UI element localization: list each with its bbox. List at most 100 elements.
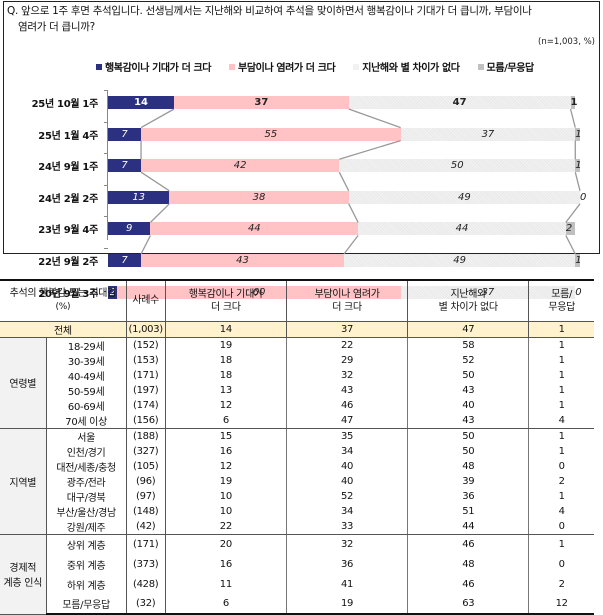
bar-burden: 44 (150, 222, 359, 236)
bar-row: 7 43 49 1 (108, 254, 582, 267)
table-row: 30-39세 (153) 18 29 52 1 (0, 352, 594, 368)
cell-same: 46 (407, 574, 530, 594)
cell-dk: 1 (558, 538, 565, 550)
table-row: 40-49세 (171) 18 32 50 1 (0, 367, 594, 383)
bar-burden: 38 (169, 190, 349, 204)
cell-same: 46 (407, 534, 530, 554)
table-row: 연령별 18-29세 (152) 19 22 58 1 (0, 337, 594, 429)
category-label: 24년 9월 1주 (38, 162, 98, 174)
bar-happy: 7 (108, 127, 142, 141)
bar-row: 13 38 49 0 (108, 190, 586, 204)
row-label: 70세 이상 (46, 412, 127, 429)
row-label: 60-69세 (46, 397, 127, 413)
legend-swatch-icon (229, 63, 236, 70)
bar-same: 37 (400, 127, 576, 141)
cell-same: 47 (407, 321, 530, 338)
table-row: 경제적 계층 인식 상위 계층 (171) 20 32 46 1 (0, 534, 594, 615)
legend-label: 모름/무응답 (486, 63, 535, 74)
header-category: 추석의 행복감 또는 기대감 (%) (0, 279, 127, 322)
cell-burden: 33 (286, 518, 409, 535)
table-row: 부산/울산/경남 (148) 10 34 51 4 (0, 503, 594, 519)
legend-label: 지난해와 별 차이가 없다 (362, 63, 460, 74)
cell-dk: 2 (558, 475, 565, 487)
axis-tick (104, 248, 108, 249)
cell-happy: 11 (165, 574, 287, 594)
row-label: 대전/세종/충청 (46, 458, 127, 474)
cell-dk: 1 (558, 354, 565, 366)
cell-happy: 15 (165, 428, 287, 444)
legend-item-happy: 행복감이나 기대가 더 크다 (96, 59, 211, 74)
cell-happy: 14 (165, 321, 287, 338)
cell-happy: 18 (165, 367, 287, 383)
bar-same: 49 (343, 254, 576, 267)
bar-row: 7 42 50 1 (108, 159, 582, 173)
bar-same: 50 (339, 159, 576, 173)
row-label: 40-49세 (46, 367, 127, 383)
cell-happy: 16 (165, 443, 287, 459)
cell-same: 51 (407, 503, 530, 519)
row-label: 부산/울산/경남 (46, 503, 127, 519)
cell-happy: 20 (165, 534, 287, 554)
cell-dk: 1 (528, 321, 594, 338)
cell-burden: 52 (286, 488, 409, 504)
cell-burden: 22 (286, 337, 409, 353)
group-label: 경제적 계층 인식 (0, 534, 47, 615)
bar-dont-know: 1 (570, 96, 578, 109)
row-n: (32) (126, 594, 166, 615)
table-row: 인천/경기 (327) 16 34 50 1 (0, 443, 594, 459)
row-label: 30-39세 (46, 352, 127, 368)
cell-happy: 19 (165, 473, 287, 489)
legend-item-dk: 모름/무응답 (477, 59, 535, 74)
row-n: (156) (126, 412, 166, 429)
row-label: 서울 (46, 428, 127, 444)
bar-happy: 13 (108, 190, 170, 204)
cell-dk: 12 (528, 594, 594, 615)
axis-tick (104, 90, 108, 91)
cell-happy: 18 (165, 352, 287, 368)
cell-dk: 0 (558, 460, 565, 472)
bar-same: 44 (358, 222, 566, 236)
group-economic-class: 경제적 계층 인식 상위 계층 (171) 20 32 46 1 중위 계층 (373) 16 36 4… (0, 534, 594, 615)
cell-dk: 0 (558, 558, 565, 570)
chart-legend: 행복감이나 기대가 더 크다 부담이나 염려가 더 크다 지난해와 별 차이가 … (96, 59, 552, 74)
row-label: 상위 계층 (46, 534, 127, 554)
bar-happy: 9 (108, 222, 151, 236)
bar-burden: 43 (141, 254, 344, 267)
cell-same: 48 (407, 554, 530, 574)
category-label: 23년 9월 4주 (38, 225, 98, 237)
legend-label: 부담이나 염려가 더 크다 (238, 63, 336, 74)
row-label: 모름/무응답 (46, 594, 127, 615)
group-label: 연령별 (0, 337, 47, 429)
row-n: (1,003) (126, 321, 166, 338)
row-label: 인천/경기 (46, 443, 127, 459)
row-n: (174) (126, 397, 166, 413)
cell-dk: 1 (558, 339, 565, 351)
bar-burden: 37 (174, 96, 349, 109)
row-label: 50-59세 (46, 382, 127, 398)
table-row: 60-69세 (174) 12 46 40 1 (0, 397, 594, 413)
cell-same: 43 (407, 382, 530, 398)
cell-happy: 6 (165, 594, 287, 615)
cell-burden: 29 (286, 352, 409, 368)
cell-dk: 4 (558, 505, 565, 517)
cell-burden: 36 (286, 554, 409, 574)
cell-same: 50 (407, 367, 530, 383)
row-n: (96) (126, 473, 166, 489)
category-label: 22년 9월 2주 (38, 257, 98, 268)
bar-happy: 7 (108, 159, 142, 173)
cell-burden: 34 (286, 503, 409, 519)
row-n: (428) (126, 574, 166, 594)
header-happy: 행복감이나 기대가 더 크다 (165, 279, 287, 322)
cell-happy: 12 (165, 397, 287, 413)
group-region: 지역별 서울 (188) 15 35 50 1 인천/경기 (327) 16 34 50 1 대전/세종/… (0, 428, 594, 535)
legend-swatch-icon (96, 63, 102, 70)
table-row: 하위 계층 (428) 11 41 46 2 (0, 574, 594, 594)
cell-burden: 46 (286, 397, 409, 413)
row-n: (171) (126, 367, 166, 383)
cell-same: 58 (407, 337, 530, 353)
cell-happy: 10 (165, 488, 287, 504)
row-n: (105) (126, 458, 166, 474)
cell-dk: 1 (558, 399, 565, 411)
legend-label: 행복감이나 기대가 더 크다 (105, 63, 212, 74)
bar-row: 14 37 47 1 (108, 96, 580, 109)
